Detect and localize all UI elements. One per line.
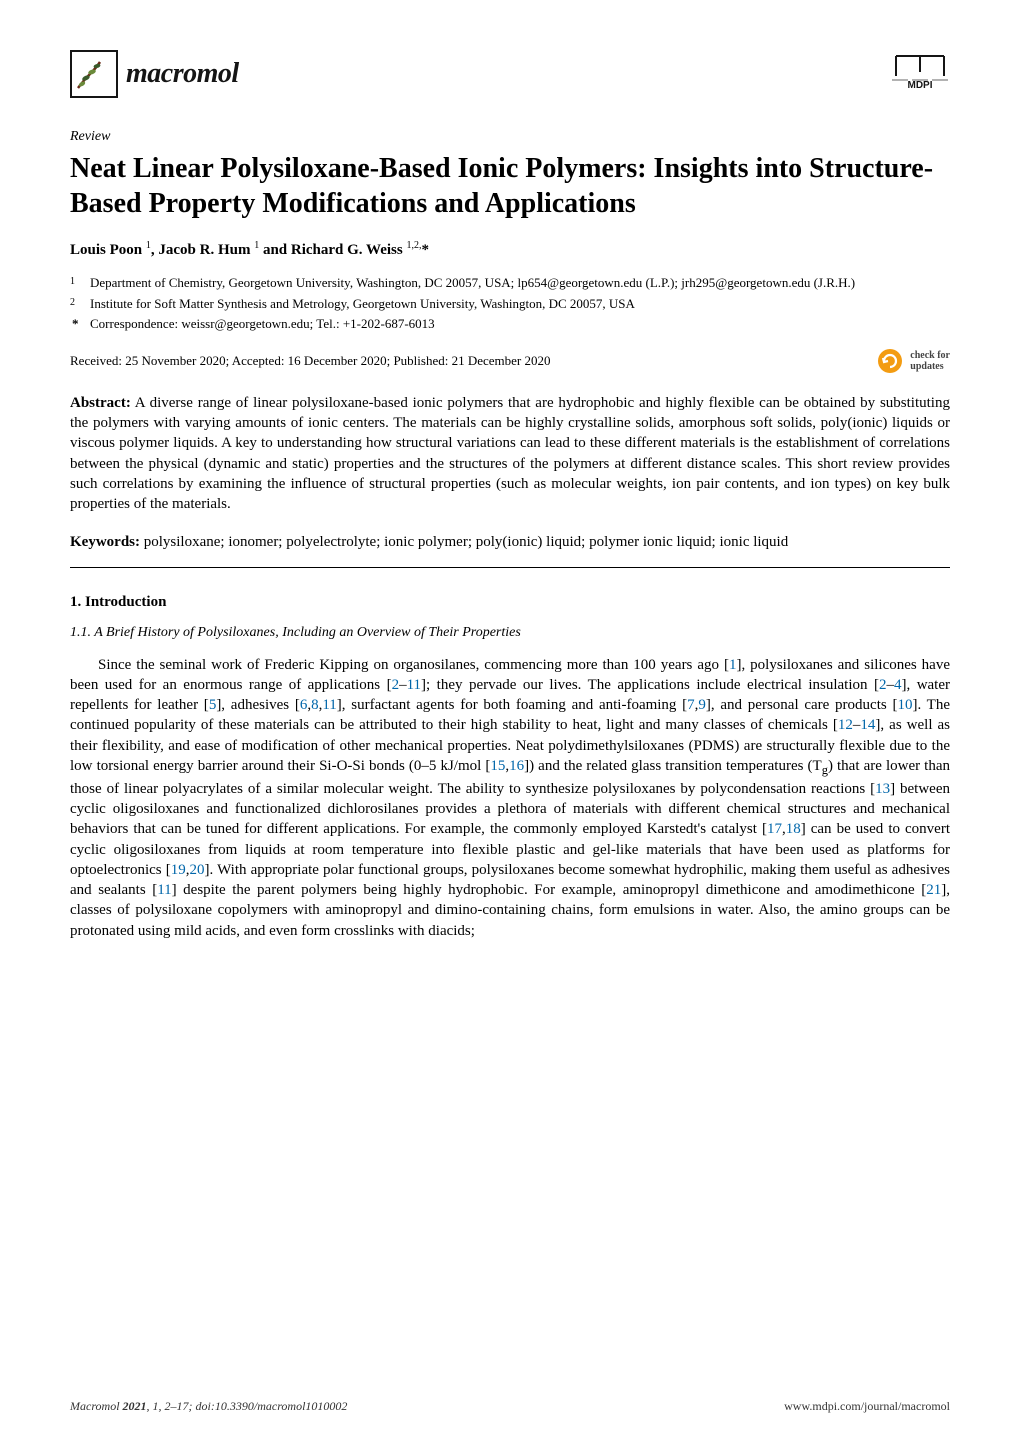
check-updates-badge[interactable]: check forupdates: [876, 347, 950, 375]
abstract-block: Abstract: A diverse range of linear poly…: [70, 393, 950, 515]
keywords-block: Keywords: polysiloxane; ionomer; polyele…: [70, 532, 950, 552]
dates-row: Received: 25 November 2020; Accepted: 16…: [70, 347, 950, 375]
article-title: Neat Linear Polysiloxane-Based Ionic Pol…: [70, 151, 950, 221]
mdpi-logo-icon: MDPI: [890, 50, 950, 90]
subsection-heading: 1.1. A Brief History of Polysiloxanes, I…: [70, 624, 950, 643]
keywords-text: polysiloxane; ionomer; polyelectrolyte; …: [144, 534, 788, 550]
affil-text: Department of Chemistry, Georgetown Univ…: [90, 275, 855, 290]
affil-marker: 1: [70, 275, 75, 289]
header-row: macromol MDPI: [70, 50, 950, 98]
affil-text: Institute for Soft Matter Synthesis and …: [90, 296, 635, 311]
footer-left: Macromol 2021, 1, 2–17; doi:10.3390/macr…: [70, 1398, 347, 1414]
body-paragraph: Since the seminal work of Frederic Kippi…: [70, 655, 950, 941]
correspondence-text: Correspondence: weissr@georgetown.edu; T…: [90, 316, 435, 331]
journal-logo-block: macromol: [70, 50, 239, 98]
keywords-label: Keywords:: [70, 534, 140, 550]
journal-logo-icon: [70, 50, 118, 98]
footer-right: www.mdpi.com/journal/macromol: [784, 1398, 950, 1414]
article-type-label: Review: [70, 128, 950, 147]
affil-marker: 2: [70, 296, 75, 310]
affiliation-row: 1 Department of Chemistry, Georgetown Un…: [90, 274, 950, 292]
affiliations-block: 1 Department of Chemistry, Georgetown Un…: [70, 274, 950, 333]
dates-text: Received: 25 November 2020; Accepted: 16…: [70, 352, 551, 370]
check-updates-label: check forupdates: [910, 350, 950, 372]
authors-line: Louis Poon 1, Jacob R. Hum 1 and Richard…: [70, 239, 950, 260]
section-heading: 1. Introduction: [70, 592, 950, 612]
journal-name: macromol: [126, 55, 239, 93]
page-footer: Macromol 2021, 1, 2–17; doi:10.3390/macr…: [70, 1398, 950, 1414]
section-divider: [70, 567, 950, 568]
correspondence-marker: *: [72, 315, 79, 333]
abstract-text: A diverse range of linear polysiloxane-b…: [70, 395, 950, 512]
affiliation-row: 2 Institute for Soft Matter Synthesis an…: [90, 295, 950, 313]
abstract-label: Abstract:: [70, 395, 131, 411]
svg-text:MDPI: MDPI: [908, 80, 933, 90]
correspondence-row: * Correspondence: weissr@georgetown.edu;…: [90, 315, 950, 333]
check-updates-icon: [876, 347, 904, 375]
